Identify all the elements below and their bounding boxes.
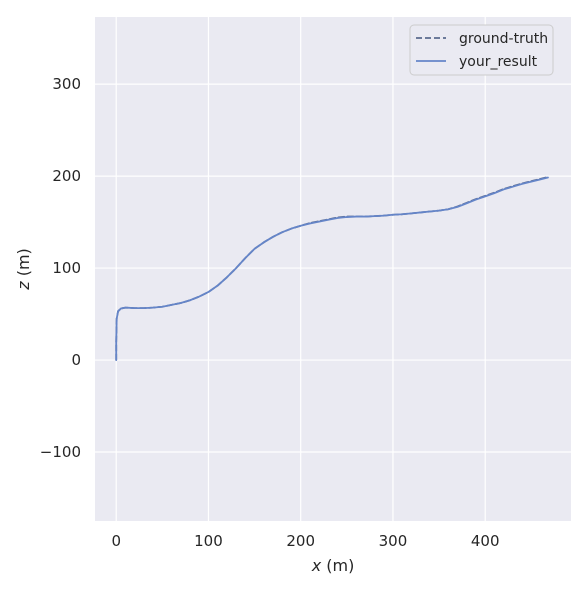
legend-label-your-result: your_result (459, 54, 538, 70)
y-axis-label: z (m) (14, 248, 33, 291)
x-tick-labels: 0 100 200 300 400 (111, 532, 499, 550)
y-tick-label: 200 (52, 167, 81, 185)
series-line-your-result (115, 176, 549, 361)
series-layer (115, 176, 549, 361)
x-tick-label: 0 (111, 532, 121, 550)
y-tick-labels: −100 0 100 200 300 (40, 75, 81, 461)
x-tick-label: 400 (471, 532, 500, 550)
x-tick-label: 200 (286, 532, 315, 550)
grid-lines (95, 17, 571, 521)
y-tick-label: 0 (71, 351, 81, 369)
x-tick-label: 100 (194, 532, 223, 550)
plot-area (95, 17, 571, 521)
legend: ground-truth your_result (409, 24, 554, 76)
y-tick-label: 100 (52, 259, 81, 277)
legend-label-ground-truth: ground-truth (459, 31, 548, 47)
x-axis-label: x (m) (311, 556, 355, 575)
y-tick-label: 300 (52, 75, 81, 93)
x-tick-label: 300 (379, 532, 408, 550)
y-tick-label: −100 (40, 443, 81, 461)
